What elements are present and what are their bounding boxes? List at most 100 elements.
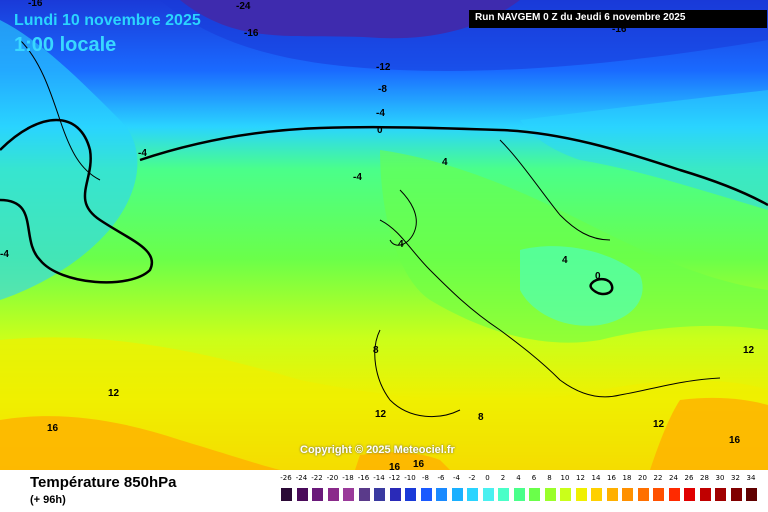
legend-color-swatch (343, 488, 354, 501)
coastline-scandinavia (499, 139, 611, 241)
coastline-british-isles (389, 189, 417, 246)
legend-color-swatch (715, 488, 726, 501)
legend-color-swatch (296, 488, 308, 501)
cold-pocket-central-europe (520, 246, 643, 326)
zero-degree-isotherm-north (139, 125, 768, 207)
legend-tick-label: 0 (485, 474, 490, 482)
contour-label: 16 (729, 435, 741, 446)
legend-color-swatch (405, 488, 416, 501)
warm-zone-southeast (650, 397, 768, 470)
legend-color-swatch (575, 488, 587, 501)
legend-color-swatch (668, 488, 680, 501)
legend-tick-label: 4 (516, 474, 521, 482)
contour-label: 16 (47, 423, 59, 434)
legend-color-swatch (482, 488, 494, 501)
copyright-notice: Copyright © 2025 Meteociel.fr (300, 444, 455, 456)
legend-color-swatch (637, 488, 649, 501)
contour-label: 4 (562, 255, 568, 266)
legend-color-swatch (281, 488, 292, 501)
legend-tick-label: 28 (700, 474, 709, 482)
legend-color-swatch (622, 488, 633, 501)
contour-label: -16 (612, 24, 627, 35)
legend-color-swatch (684, 488, 695, 501)
contour-label: 8 (478, 412, 484, 423)
legend-tick-label: 16 (607, 474, 616, 482)
coastline-greenland (19, 39, 101, 181)
forecast-local-time: 1:00 locale (14, 34, 117, 56)
legend-bar: Température 850hPa (+ 96h) -26 -24 -22 -2 0 -… (0, 470, 768, 512)
warm-zone-south (0, 337, 768, 470)
contour-label: -12 (376, 62, 391, 73)
coastline-europe (379, 219, 721, 398)
legend-tick-label: -14 (373, 474, 385, 482)
legend-tick-label: 14 (591, 474, 601, 482)
contour-label: 12 (743, 345, 755, 356)
legend-tick-label: 20 (638, 474, 647, 482)
legend-tick-label: -16 (357, 474, 370, 482)
legend-color-swatch (591, 488, 602, 501)
contour-label: -24 (236, 1, 251, 12)
legend-color-swatch (451, 488, 463, 501)
legend-tick-label: 10 (560, 474, 570, 482)
cold-pool-northeast (520, 90, 768, 210)
contour-label: -4 (376, 108, 385, 119)
legend-color-swatch (746, 488, 757, 501)
contour-label: 12 (653, 419, 665, 430)
legend-color-swatch (436, 488, 447, 501)
contour-label: -4 (138, 148, 147, 159)
zero-degree-isotherm (0, 118, 154, 284)
warm-patch-north-africa (355, 452, 450, 470)
legend-tick-label: -6 (437, 474, 445, 482)
contour-label: 12 (375, 409, 387, 420)
legend-tick-label: -24 (295, 474, 308, 482)
contour-label: -16 (28, 0, 43, 9)
zero-degree-isotherm-cell (589, 277, 614, 296)
legend-color-swatch (730, 488, 742, 501)
coastline-iberia (374, 329, 461, 418)
contour-label: 8 (373, 345, 379, 356)
legend-color-swatch (513, 488, 525, 501)
legend-tick-label: 6 (531, 474, 537, 482)
contour-label: -4 (0, 249, 9, 260)
legend-tick-label: 12 (576, 474, 585, 482)
legend-color-swatch (420, 488, 432, 501)
legend-color-swatch (498, 488, 509, 501)
forecast-offset: (+ 96h) (30, 494, 66, 506)
contour-label: -8 (378, 84, 387, 95)
legend-color-swatch (358, 488, 370, 501)
legend-tick-label: 8 (547, 474, 552, 482)
legend-tick-label: 2 (500, 474, 506, 482)
legend-tick-label: 22 (653, 474, 663, 482)
contour-label: 12 (108, 388, 120, 399)
contour-label: 4 (442, 157, 448, 168)
cold-pool-northwest (0, 20, 138, 300)
contour-label: 0 (377, 125, 383, 136)
contour-label: 16 (389, 462, 401, 470)
legend-tick-label: -8 (422, 474, 429, 482)
legend-tick-label: -2 (468, 474, 476, 482)
legend-color-swatch (653, 488, 664, 501)
legend-tick-label: 30 (715, 474, 725, 482)
legend-color-swatch (544, 488, 556, 501)
legend-tick-label: 26 (684, 474, 694, 482)
contour-label: 16 (413, 459, 425, 470)
temperature-map: -24 -16 -16 -16 -12 -8 -4 0 -4 -4 -4 4 4… (0, 0, 768, 470)
legend-color-swatch (389, 488, 401, 501)
legend-color-swatch (699, 488, 711, 501)
run-info-text: Run NAVGEM 0 Z du Jeudi 6 novembre 2025 (475, 12, 686, 23)
legend-tick-label: -22 (311, 474, 323, 482)
legend-tick-label: -26 (280, 474, 292, 482)
parameter-title: Température 850hPa (30, 474, 177, 491)
run-info-box: Run NAVGEM 0 Z du Jeudi 6 novembre 2025 (469, 10, 767, 28)
legend-tick-label: -10 (404, 474, 416, 482)
contour-label: -16 (244, 28, 259, 39)
legend-color-swatch (467, 488, 478, 501)
forecast-date: Lundi 10 novembre 2025 (14, 12, 201, 29)
contour-label: 0 (595, 271, 601, 282)
contour-label: 4 (398, 239, 404, 250)
legend-color-swatch (606, 488, 618, 501)
legend-tick-label: -12 (388, 474, 401, 482)
legend-tick-label: -18 (342, 474, 354, 482)
legend-color-swatch (374, 488, 385, 501)
